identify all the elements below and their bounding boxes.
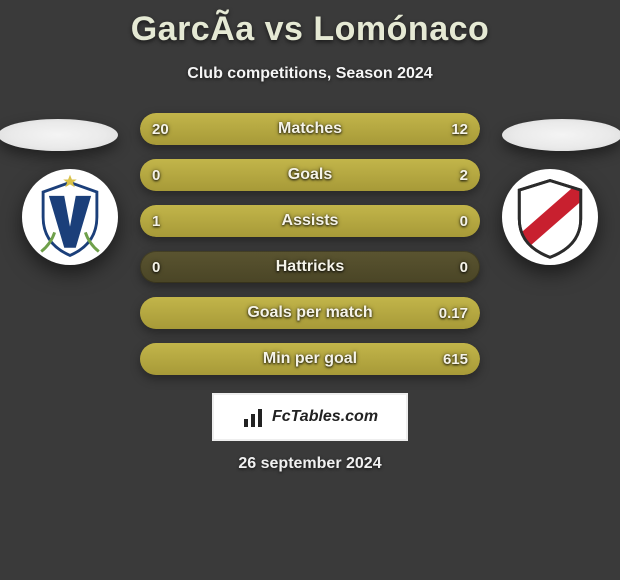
shadow-right [502, 119, 620, 151]
subtitle: Club competitions, Season 2024 [0, 65, 620, 83]
bar-value-right: 12 [451, 113, 468, 145]
bar-label: Goals [140, 159, 480, 191]
bar-label: Goals per match [140, 297, 480, 329]
watermark-text: FcTables.com [272, 408, 378, 426]
bar-value-right: 2 [460, 159, 468, 191]
chart-icon [242, 405, 266, 429]
stat-bar: 20Matches12 [140, 113, 480, 145]
date: 26 september 2024 [0, 455, 620, 473]
crest-right-svg [502, 169, 598, 265]
stat-bars: 20Matches120Goals21Assists00Hattricks0Go… [140, 113, 480, 375]
stat-bar: 1Assists0 [140, 205, 480, 237]
crest-left [22, 169, 118, 265]
stat-bar: 0Hattricks0 [140, 251, 480, 283]
bar-value-right: 0 [460, 251, 468, 283]
stat-bar: Goals per match0.17 [140, 297, 480, 329]
bar-label: Hattricks [140, 251, 480, 283]
page-title: GarcÃ­a vs Lomónaco [0, 0, 620, 49]
bar-value-right: 0 [460, 205, 468, 237]
stat-bar: 0Goals2 [140, 159, 480, 191]
crest-left-svg [22, 169, 118, 265]
bar-value-right: 0.17 [439, 297, 468, 329]
bar-label: Matches [140, 113, 480, 145]
watermark: FcTables.com [212, 393, 408, 441]
bar-value-right: 615 [443, 343, 468, 375]
shadow-left [0, 119, 118, 151]
bar-label: Assists [140, 205, 480, 237]
comparison-panel: 20Matches120Goals21Assists00Hattricks0Go… [0, 113, 620, 375]
bar-label: Min per goal [140, 343, 480, 375]
crest-right [502, 169, 598, 265]
stat-bar: Min per goal615 [140, 343, 480, 375]
